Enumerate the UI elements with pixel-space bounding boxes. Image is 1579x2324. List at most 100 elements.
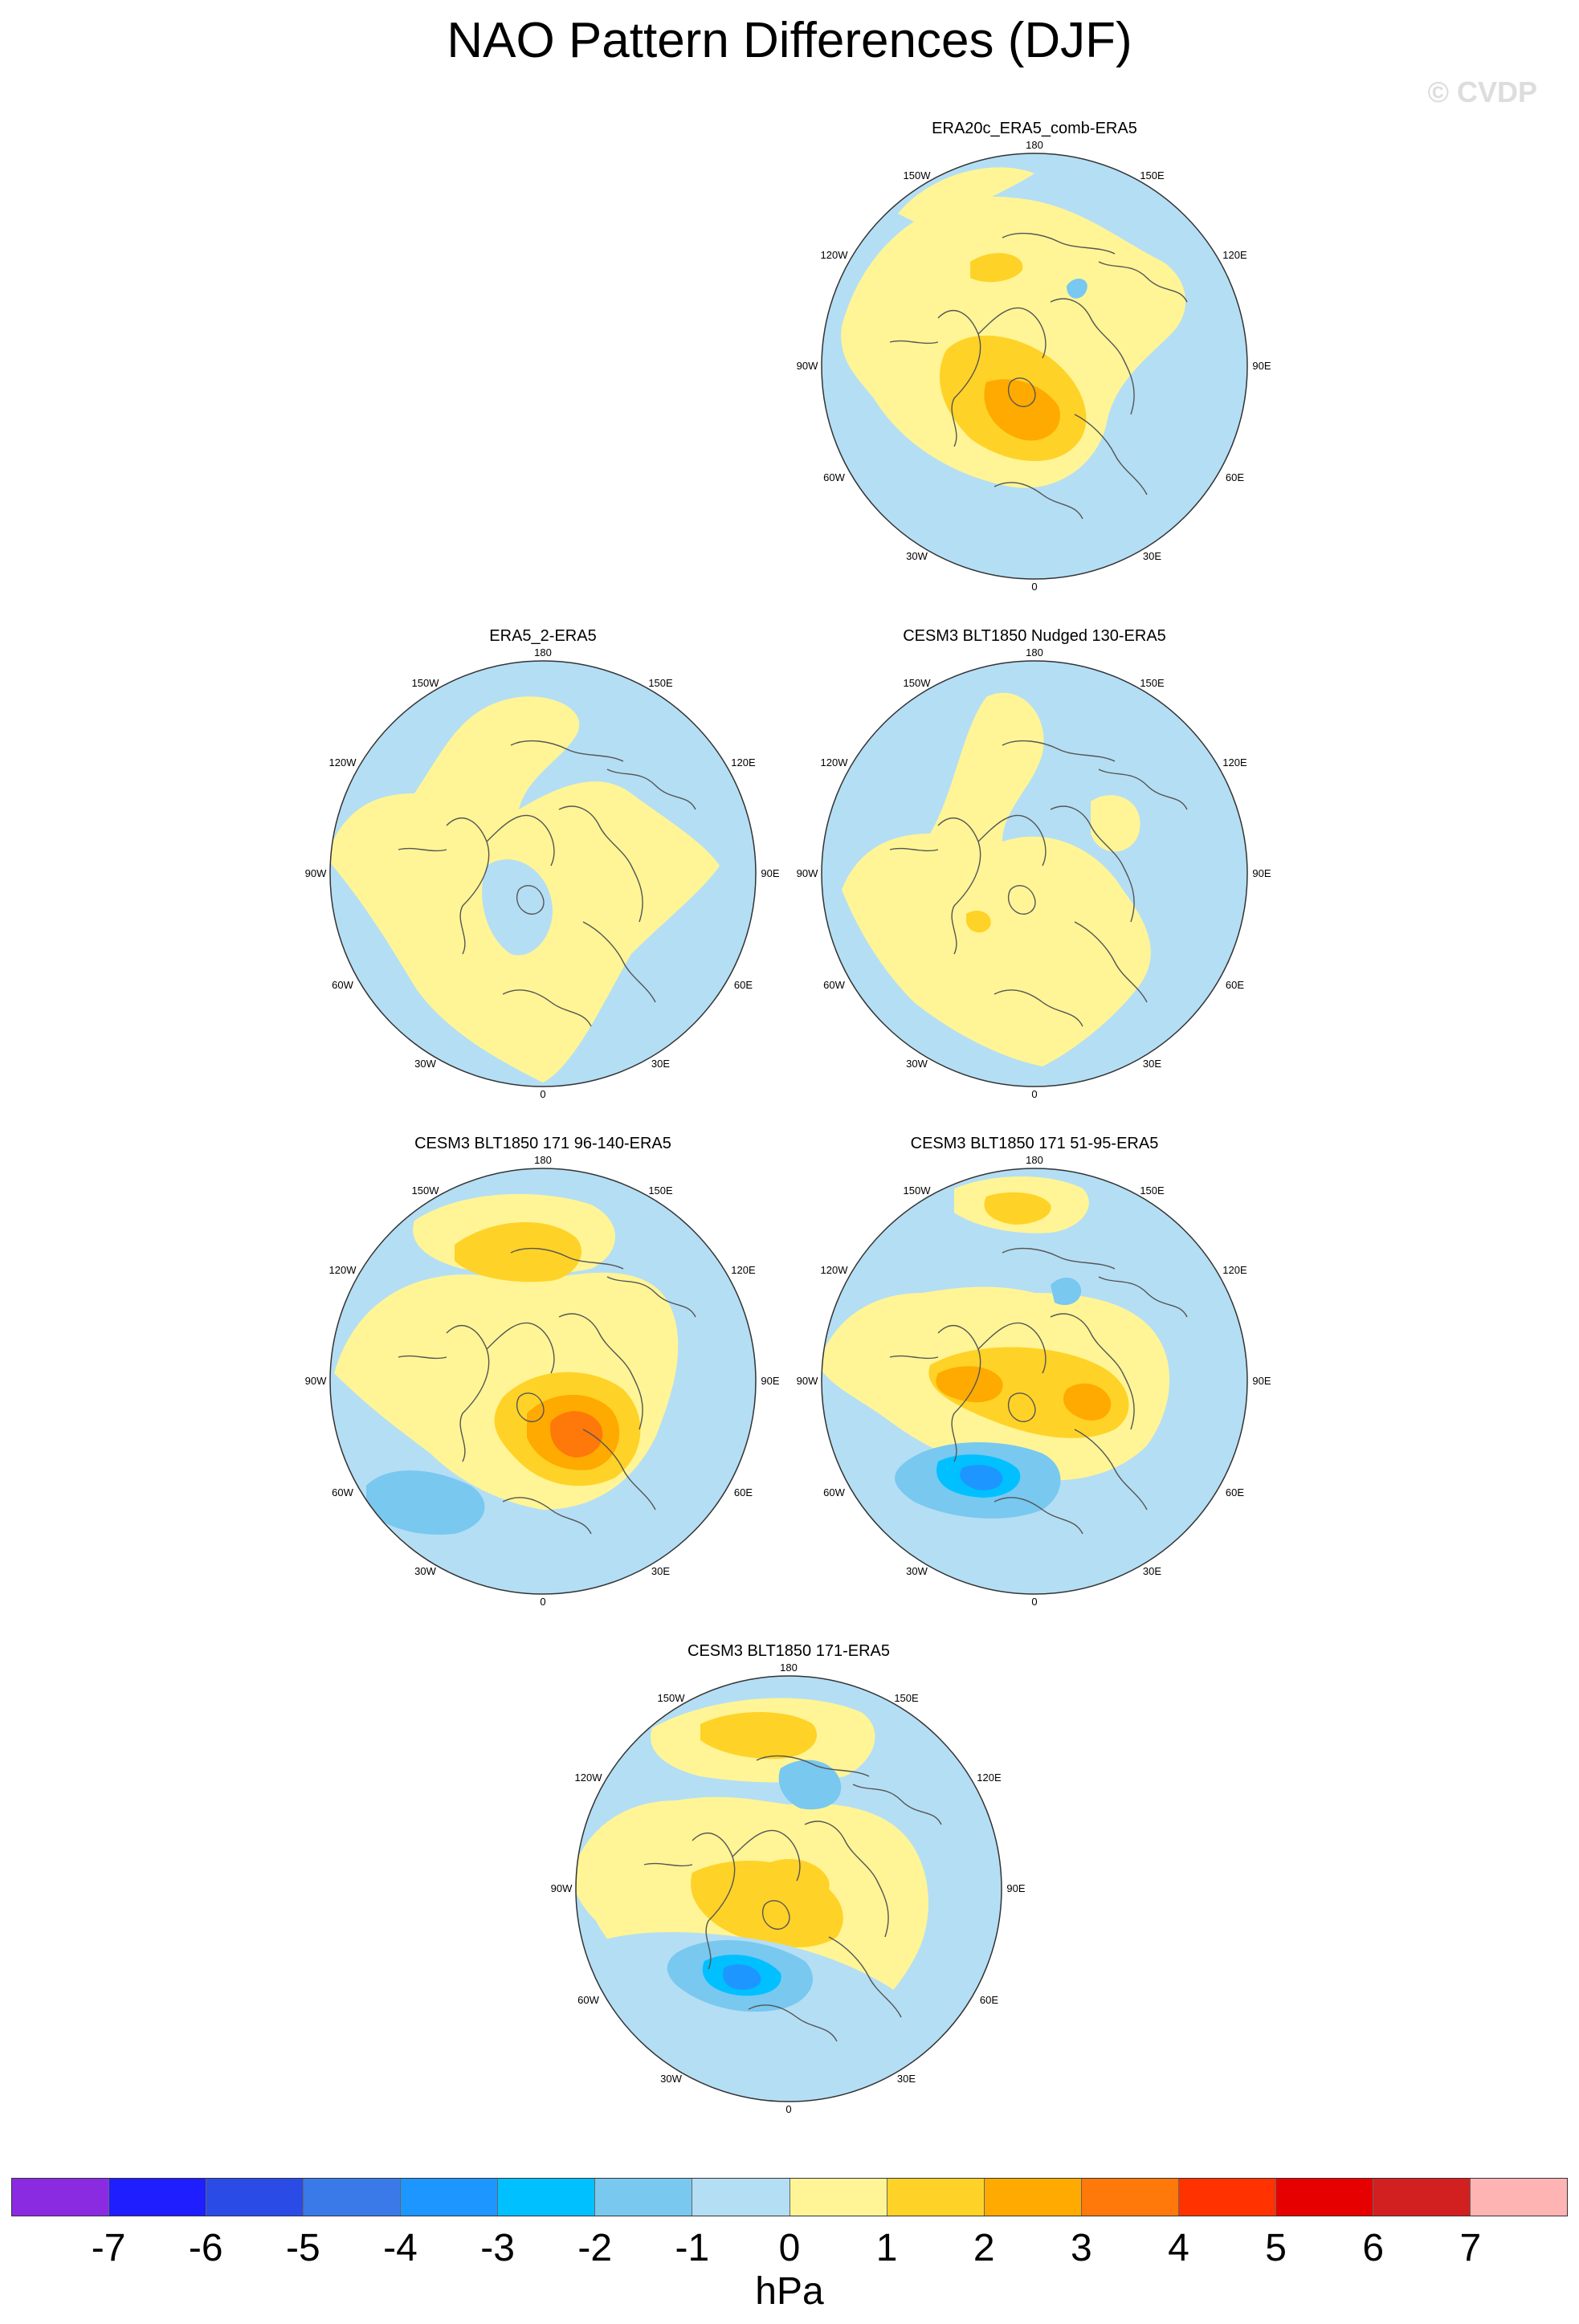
colorbar-swatch <box>12 2179 110 2216</box>
lon-label: 120W <box>820 1263 848 1276</box>
lon-label: 90E <box>1252 1375 1271 1387</box>
coastline <box>1007 885 1036 915</box>
coastline <box>1098 261 1188 303</box>
coastline <box>510 740 624 762</box>
panel-title: ERA5_2-ERA5 <box>489 627 597 645</box>
contour-region <box>984 1192 1051 1225</box>
lon-label: 150E <box>1140 676 1165 689</box>
colorbar-tick-label: -5 <box>286 2227 320 2269</box>
colorbar-tick-label: 2 <box>973 2227 995 2269</box>
lon-label: 30W <box>906 550 928 563</box>
lon-label: 120W <box>820 756 848 769</box>
colorbar-swatch <box>1178 2179 1276 2216</box>
coastline <box>502 1497 592 1535</box>
colorbar-tick-label: -2 <box>577 2227 613 2269</box>
coastline <box>502 989 592 1027</box>
contour-region <box>778 1759 842 1810</box>
colorbar-tick-label: 6 <box>1362 2227 1385 2269</box>
coastline <box>1050 298 1135 415</box>
coastline <box>692 1833 736 1970</box>
lon-label: 90E <box>1252 867 1271 879</box>
colorbar-tick-label: -3 <box>480 2227 515 2269</box>
lon-label: 90W <box>796 360 818 372</box>
coastline <box>977 307 1047 359</box>
contour-region <box>366 1470 485 1535</box>
contour-region <box>966 910 991 933</box>
lon-label: 120E <box>1222 1263 1247 1276</box>
colorbar-tick-label: 5 <box>1265 2227 1287 2269</box>
colorbar-swatch <box>790 2179 887 2216</box>
panel-title: CESM3 BLT1850 171 51-95-ERA5 <box>910 1135 1159 1152</box>
polar-map <box>329 1168 757 1595</box>
lon-label: 30W <box>906 1565 928 1578</box>
colorbar-swatch <box>1275 2179 1373 2216</box>
lon-label: 120E <box>1222 248 1247 261</box>
lon-label: 60E <box>733 978 753 991</box>
lon-label: 60E <box>1225 978 1245 991</box>
colorbar-swatch <box>401 2179 499 2216</box>
map-panel: ERA20c_ERA5_comb-ERA5 180 0 90W 90E 150W 150E 1… <box>797 119 1271 617</box>
contour-region <box>1051 1277 1082 1306</box>
contour-region <box>455 1221 582 1282</box>
lon-label: 180 <box>534 1154 552 1166</box>
lon-label: 150W <box>411 676 439 689</box>
contour-region <box>984 379 1060 441</box>
colorbar-tick-label: -4 <box>383 2227 418 2269</box>
lon-label: 30E <box>651 1058 671 1070</box>
coastline <box>732 1829 801 1882</box>
map-panel: ERA5_2-ERA5 180 0 90W 90E 150W 150E 120W 120E 60W… <box>305 626 780 1124</box>
contour-region <box>970 253 1023 283</box>
colorbar-swatch <box>206 2179 304 2216</box>
contour-region <box>700 1712 818 1759</box>
panel-title: CESM3 BLT1850 Nudged 130-ERA5 <box>903 627 1166 645</box>
coastline <box>889 1355 939 1360</box>
map-border <box>821 1168 1248 1595</box>
lon-label: 90E <box>1252 360 1271 372</box>
lon-label: 60E <box>733 1486 753 1498</box>
lon-label: 180 <box>780 1661 798 1674</box>
lon-label: 150E <box>1140 169 1165 181</box>
lon-label: 30W <box>660 2073 682 2085</box>
lon-label: 30W <box>906 1058 928 1070</box>
lon-label: 30W <box>414 1565 436 1578</box>
coastline <box>1098 769 1188 810</box>
coastline <box>1074 921 1148 1003</box>
lon-label: 120E <box>1222 756 1247 769</box>
coastline <box>756 1755 870 1777</box>
lon-label: 90W <box>796 1375 818 1387</box>
coastline <box>558 1313 643 1430</box>
coastline <box>977 1322 1047 1374</box>
coastline <box>582 1429 656 1511</box>
colorbar-tick-label: 7 <box>1459 2227 1482 2269</box>
panel-title: CESM3 BLT1850 171-ERA5 <box>687 1642 890 1660</box>
colorbar-tick-label: -7 <box>91 2227 126 2269</box>
coastline <box>748 2004 838 2042</box>
coastline <box>516 1392 545 1422</box>
contour-region <box>936 1366 1003 1403</box>
coastline <box>1002 740 1116 762</box>
colorbar-swatch <box>984 2179 1082 2216</box>
coastline <box>446 817 490 955</box>
lon-label: 30E <box>896 2073 916 2085</box>
coastline <box>1050 1313 1135 1430</box>
panel-title: CESM3 BLT1850 171 96-140-ERA5 <box>414 1135 671 1152</box>
contour-region <box>1067 278 1087 299</box>
coastline <box>977 814 1047 866</box>
contour-region <box>898 167 1034 230</box>
polar-map <box>329 660 757 1087</box>
lon-label: 60W <box>823 978 845 991</box>
coastline <box>643 1862 693 1867</box>
map-panel: CESM3 BLT1850 171-ERA5 180 0 90W 90E 150W 150E… <box>551 1641 1026 2139</box>
colorbar <box>11 2178 1568 2216</box>
coastline <box>582 921 656 1003</box>
contour-region <box>550 1411 603 1458</box>
colorbar-tick-label: 1 <box>875 2227 898 2269</box>
colorbar-swatch <box>1081 2179 1179 2216</box>
coastline <box>1002 1247 1116 1270</box>
lon-label: 150E <box>648 1184 673 1197</box>
watermark: © CVDP <box>1427 75 1537 108</box>
lon-label: 180 <box>534 646 552 658</box>
lon-label: 180 <box>1026 646 1043 658</box>
polar-map <box>821 153 1248 580</box>
contour-region <box>722 1964 761 1990</box>
